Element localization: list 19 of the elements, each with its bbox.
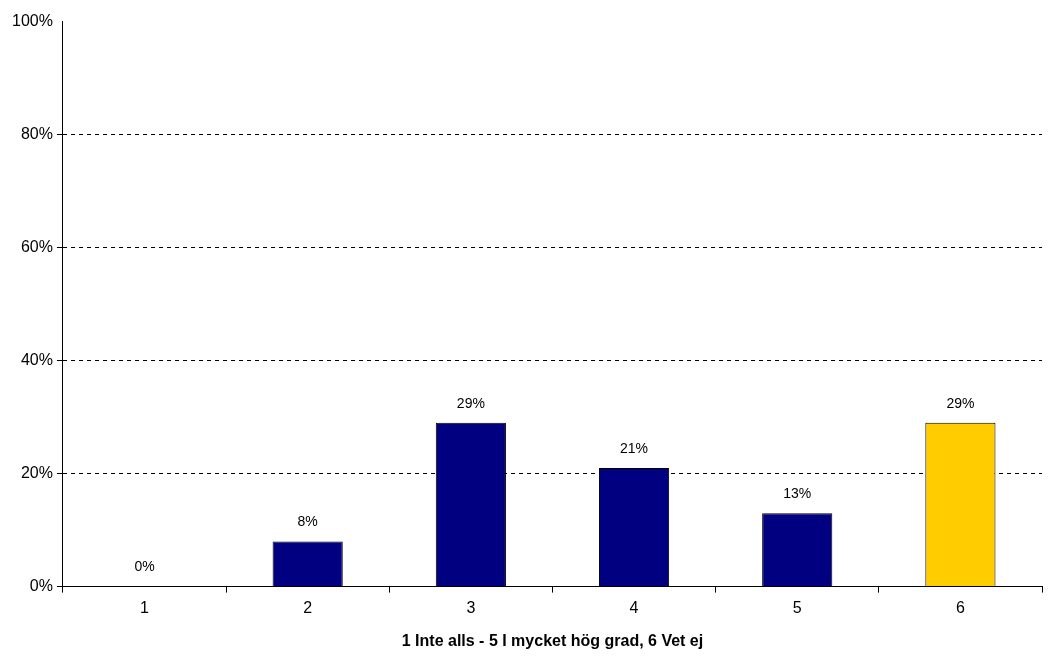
y-tick-label: 60% [20,238,53,256]
x-tick-label: 6 [955,598,965,616]
data-label: 21% [620,439,649,456]
x-axis-title: 1 Inte alls - 5 I mycket hög grad, 6 Vet ej [401,631,704,649]
x-tick-label: 2 [303,598,313,616]
y-tick-label: 40% [20,351,53,369]
data-label: 29% [946,394,975,411]
y-tick-label: 20% [20,464,53,482]
y-tick-label: 80% [20,125,53,143]
x-tick-label: 4 [629,598,639,616]
x-tick-label: 1 [140,598,150,616]
data-label: 13% [783,485,812,502]
data-label: 0% [134,558,155,575]
y-tick-label: 100% [12,12,53,30]
y-tick-label: 0% [29,577,53,595]
x-tick-label: 5 [792,598,802,616]
data-label: 8% [297,513,318,530]
x-tick-label: 3 [466,598,476,616]
data-label: 29% [456,394,485,411]
